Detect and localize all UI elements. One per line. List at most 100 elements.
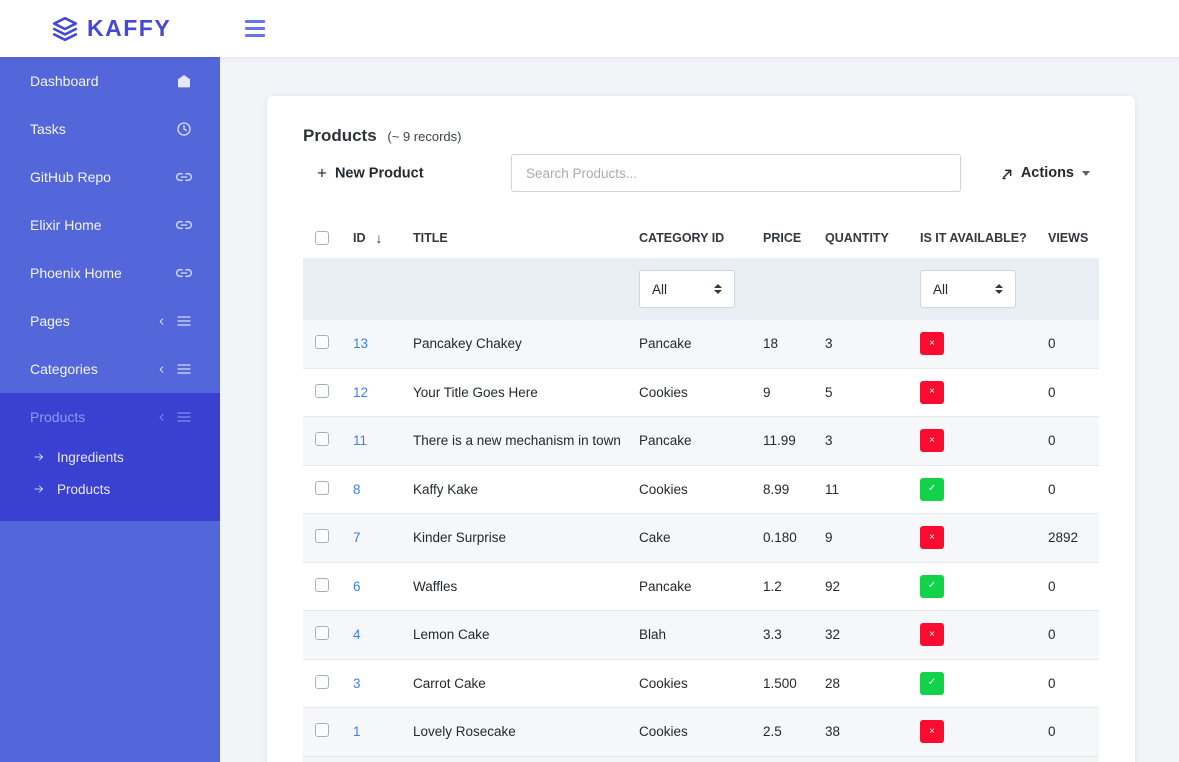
sidebar-item-dashboard[interactable]: Dashboard <box>0 57 220 105</box>
row-checkbox[interactable] <box>315 432 329 446</box>
chevron-left-icon <box>156 412 167 423</box>
cell-available: ✓ <box>908 478 1036 501</box>
table-header-row: ID ↓ TITLE CATEGORY ID PRICE QUANTITY IS… <box>303 218 1099 258</box>
sidebar-subitem-ingredients[interactable]: Ingredients <box>0 441 220 473</box>
cell-category: Cake <box>627 530 751 545</box>
row-id-link[interactable]: 4 <box>353 627 361 642</box>
cell-quantity: 5 <box>813 385 908 400</box>
table-row: 1 Lovely Rosecake Cookies 2.5 38 × 0 <box>303 708 1099 757</box>
cell-views: 0 <box>1036 579 1099 594</box>
sidebar-item-github-repo[interactable]: GitHub Repo <box>0 153 220 201</box>
sidebar-item-pages[interactable]: Pages <box>0 297 220 345</box>
table-row: 4 Lemon Cake Blah 3.3 32 × 0 <box>303 611 1099 660</box>
clock-icon <box>176 121 192 137</box>
row-id-link[interactable]: 11 <box>353 433 367 448</box>
cell-available: × <box>908 381 1036 404</box>
brand-logo[interactable]: KAFFY <box>0 15 220 42</box>
category-filter-select[interactable]: All <box>639 270 735 308</box>
layers-icon <box>52 16 78 42</box>
topbar: KAFFY <box>0 0 1179 57</box>
cell-price: 3.3 <box>751 627 813 642</box>
table-row: 7 Kinder Surprise Cake 0.180 9 × 2892 <box>303 514 1099 563</box>
column-header-title[interactable]: TITLE <box>401 231 627 245</box>
sidebar-toggle-button[interactable] <box>245 20 267 37</box>
cell-price: 8.99 <box>751 482 813 497</box>
sidebar-item-label: Products <box>30 409 85 425</box>
row-checkbox[interactable] <box>315 384 329 398</box>
category-filter-value: All <box>652 282 667 297</box>
link-icon <box>176 265 192 281</box>
cell-category: Cookies <box>627 724 751 739</box>
sidebar-item-tasks[interactable]: Tasks <box>0 105 220 153</box>
row-checkbox[interactable] <box>315 578 329 592</box>
column-header-price[interactable]: PRICE <box>751 231 813 245</box>
table-row: 11 There is a new mechanism in town Panc… <box>303 417 1099 466</box>
table-body: 13 Pancakey Chakey Pancake 18 3 × 0 12 Y… <box>303 320 1099 757</box>
cell-title: Kinder Surprise <box>401 530 627 545</box>
caret-down-icon <box>1082 171 1090 176</box>
select-arrows-icon <box>714 284 722 294</box>
cell-price: 2.5 <box>751 724 813 739</box>
page-title: Products (~ 9 records) <box>303 96 1099 146</box>
row-id-link[interactable]: 8 <box>353 482 361 497</box>
unavailable-badge: × <box>920 526 944 549</box>
arrow-up-right-icon <box>1000 166 1015 181</box>
cell-title: Waffles <box>401 579 627 594</box>
row-id-link[interactable]: 12 <box>353 385 368 400</box>
row-checkbox[interactable] <box>315 723 329 737</box>
table-row: 3 Carrot Cake Cookies 1.500 28 ✓ 0 <box>303 660 1099 709</box>
select-all-checkbox[interactable] <box>315 231 329 245</box>
available-badge: ✓ <box>920 575 944 598</box>
sidebar-item-products[interactable]: Products <box>0 393 220 441</box>
column-header-quantity[interactable]: QUANTITY <box>813 231 908 245</box>
sidebar-item-phoenix-home[interactable]: Phoenix Home <box>0 249 220 297</box>
cell-views: 0 <box>1036 724 1099 739</box>
link-icon <box>176 169 192 185</box>
column-header-views[interactable]: VIEWS <box>1036 231 1099 245</box>
row-checkbox[interactable] <box>315 529 329 543</box>
table-controls: + New Product Actions <box>303 154 1099 192</box>
cell-title: Carrot Cake <box>401 676 627 691</box>
sidebar-item-label: Categories <box>30 361 98 377</box>
cell-price: 11.99 <box>751 433 813 448</box>
unavailable-badge: × <box>920 623 944 646</box>
row-checkbox[interactable] <box>315 335 329 349</box>
cell-available: × <box>908 623 1036 646</box>
menu-icon <box>176 361 192 377</box>
products-card: Products (~ 9 records) + New Product Act… <box>267 96 1135 762</box>
row-id-link[interactable]: 3 <box>353 676 361 691</box>
sidebar-subitem-products[interactable]: Products <box>0 473 220 505</box>
cell-available: ✓ <box>908 575 1036 598</box>
link-icon <box>176 217 192 233</box>
main-content: Products (~ 9 records) + New Product Act… <box>220 57 1179 762</box>
chevron-left-icon <box>156 364 167 375</box>
row-checkbox[interactable] <box>315 675 329 689</box>
sidebar-item-label: Tasks <box>30 121 66 137</box>
unavailable-badge: × <box>920 429 944 452</box>
sidebar-item-elixir-home[interactable]: Elixir Home <box>0 201 220 249</box>
row-id-link[interactable]: 13 <box>353 336 368 351</box>
arrow-right-icon <box>33 451 45 463</box>
column-header-available[interactable]: IS IT AVAILABLE? <box>908 231 1036 245</box>
actions-dropdown-button[interactable]: Actions <box>1000 165 1090 181</box>
search-input[interactable] <box>511 154 961 192</box>
available-filter-select[interactable]: All <box>920 270 1016 308</box>
row-checkbox[interactable] <box>315 481 329 495</box>
cell-category: Pancake <box>627 433 751 448</box>
cell-available: × <box>908 720 1036 743</box>
home-icon <box>176 73 192 89</box>
new-product-button[interactable]: + New Product <box>317 165 424 182</box>
column-header-id[interactable]: ID ↓ <box>341 230 401 246</box>
row-checkbox[interactable] <box>315 626 329 640</box>
cell-category: Cookies <box>627 676 751 691</box>
cell-views: 0 <box>1036 385 1099 400</box>
row-id-link[interactable]: 6 <box>353 579 361 594</box>
cell-title: Lemon Cake <box>401 627 627 642</box>
row-id-link[interactable]: 1 <box>353 724 361 739</box>
row-id-link[interactable]: 7 <box>353 530 361 545</box>
sidebar-item-categories[interactable]: Categories <box>0 345 220 393</box>
cell-views: 2892 <box>1036 530 1099 545</box>
cell-views: 0 <box>1036 627 1099 642</box>
cell-title: Kaffy Kake <box>401 482 627 497</box>
column-header-category[interactable]: CATEGORY ID <box>627 231 751 245</box>
